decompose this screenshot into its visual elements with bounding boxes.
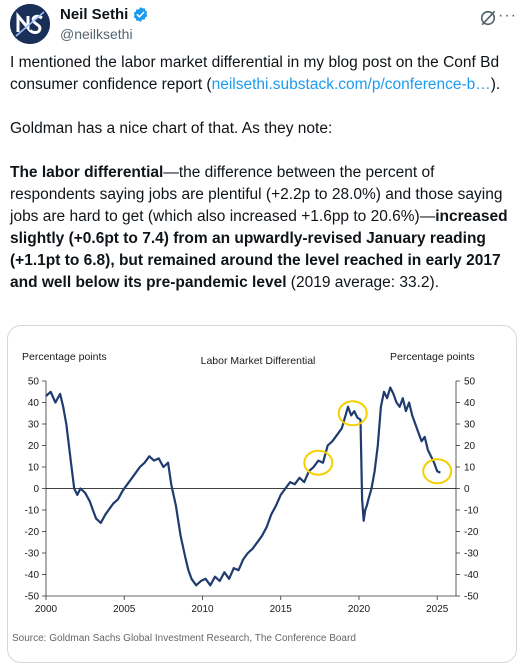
bold-segment: increased slightly (+0.6pt to 7.4) from … (10, 208, 508, 291)
x-tick-label: 2000 (35, 604, 58, 615)
y-tick-label-right: -30 (464, 549, 479, 560)
tweet-paragraph-1: I mentioned the labor market differentia… (10, 52, 518, 96)
y-tick-label-left: -30 (25, 549, 40, 560)
tweet-media-image[interactable]: Labor Market Differential Percentage poi… (7, 325, 517, 663)
avatar[interactable] (10, 4, 50, 44)
highlight-circle (337, 400, 368, 427)
y-axis-label-left: Percentage points (22, 351, 107, 363)
y-tick-label-left: -10 (25, 506, 40, 517)
blog-post-link[interactable]: neilsethi.substack.com/p/conference-b… (211, 76, 491, 93)
x-tick-label: 2010 (191, 604, 214, 615)
grok-icon[interactable] (478, 8, 498, 28)
y-tick-label-left: -20 (25, 527, 40, 538)
chart-series (45, 386, 441, 587)
chart-source: Source: Goldman Sachs Global Investment … (12, 633, 356, 644)
y-tick-label-right: -20 (464, 527, 479, 538)
series-line (45, 386, 441, 587)
y-tick-label-right: -10 (464, 506, 479, 517)
y-tick-label-left: 20 (28, 441, 40, 452)
tweet-text-segment: I mentioned the labor market differentia… (10, 54, 500, 93)
author-name[interactable]: Neil Sethi (60, 6, 129, 23)
x-tick-label: 2005 (113, 604, 136, 615)
y-tick-label-left: 10 (28, 463, 40, 474)
y-tick-label-right: 20 (464, 441, 476, 452)
y-tick-label-right: -40 (464, 570, 479, 581)
tweet-paragraph-2: Goldman has a nice chart of that. As the… (10, 120, 333, 137)
tweet-paragraph-3: The labor differential—the difference be… (10, 162, 518, 294)
chart-title: Labor Market Differential (201, 355, 316, 367)
tweet-text-segment: (2019 average: 33.2). (286, 274, 440, 291)
author-name-row: Neil Sethi (60, 6, 149, 23)
verified-badge-icon (134, 7, 148, 22)
y-tick-label-right: 40 (464, 398, 476, 409)
tweet-text: I mentioned the labor market differentia… (10, 52, 518, 316)
tweet-header: Neil Sethi @neilksethi ··· (10, 4, 517, 44)
x-tick-label: 2020 (348, 604, 371, 615)
y-tick-label-right: 0 (464, 484, 470, 495)
y-axis-label-right: Percentage points (390, 351, 475, 363)
bold-segment: The labor differential (10, 164, 164, 181)
ns-logo-icon (10, 4, 50, 44)
x-tick-label: 2015 (270, 604, 293, 615)
highlight-circle (422, 458, 453, 485)
y-tick-label-left: 30 (28, 420, 40, 431)
y-tick-label-left: 50 (28, 377, 40, 388)
chart-highlights (303, 400, 453, 485)
y-tick-label-left: 0 (33, 484, 39, 495)
highlight-circle (303, 449, 334, 476)
y-tick-label-left: -40 (25, 570, 40, 581)
author-handle[interactable]: @neilksethi (60, 26, 133, 42)
y-tick-label-left: -50 (25, 592, 40, 603)
tweet-text-segment: ). (490, 76, 501, 93)
y-tick-label-right: 30 (464, 420, 476, 431)
labor-differential-chart: Labor Market Differential Percentage poi… (12, 351, 479, 644)
y-tick-label-right: 50 (464, 377, 476, 388)
more-options-button[interactable]: ··· (498, 7, 517, 24)
tweet-text-segment: —the difference between the percent of r… (10, 164, 503, 225)
x-tick-label: 2025 (426, 604, 449, 615)
y-tick-label-right: -50 (464, 592, 479, 603)
y-tick-label-left: 40 (28, 398, 40, 409)
y-tick-label-right: 10 (464, 463, 476, 474)
